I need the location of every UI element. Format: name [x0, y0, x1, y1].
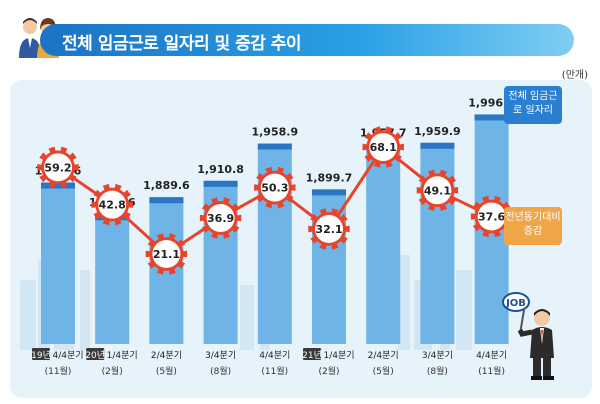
quarter-label: 4/4분기: [52, 350, 83, 361]
quarter-label: 2/4분기: [151, 350, 182, 361]
bar-cap: [41, 182, 75, 189]
bar-cap: [312, 189, 346, 196]
change-value-label: 21.1: [153, 248, 180, 261]
skyline-building: [80, 270, 90, 350]
bar: [366, 144, 401, 344]
quarter-label: 4/4분기: [476, 350, 507, 361]
month-label: (5월): [373, 365, 394, 377]
bar: [420, 142, 455, 344]
gear-center: [152, 239, 181, 268]
legend-total-tag: 전체 임금근로 일자리: [504, 86, 562, 124]
title-bar: [40, 24, 574, 56]
year-tag-label: 21년: [302, 350, 322, 361]
quarter-label: 2/4분기: [368, 350, 399, 361]
bar-cap: [149, 197, 184, 204]
month-label: (8월): [427, 365, 448, 377]
change-value-label: 36.9: [207, 212, 234, 225]
businessman-job-sign-icon: JOB: [502, 292, 554, 380]
legend-change-tag: 전년동기대비 증감: [504, 207, 562, 245]
bar-value-label: 1,889.6: [143, 179, 190, 192]
bar-value-label: 1,959.9: [414, 125, 461, 138]
bar-value-label: 1,958.9: [251, 126, 298, 139]
year-tag-label: 19년: [31, 350, 51, 361]
change-value-label: 42.8: [99, 199, 126, 212]
quarter-label: 1/4분기: [107, 350, 138, 361]
month-label: (11월): [45, 365, 72, 377]
skyline-building: [456, 270, 472, 350]
gear-center: [477, 202, 506, 231]
skyline-building: [398, 255, 410, 350]
quarter-label: 3/4분기: [205, 350, 236, 361]
job-sign-text: JOB: [505, 298, 526, 309]
bar-value-label: 1,910.8: [197, 163, 244, 176]
background-skyline: [20, 240, 472, 350]
bar-cap: [420, 142, 455, 149]
gear-center: [423, 176, 452, 205]
year-tag-bg: [303, 348, 321, 360]
bar: [41, 182, 75, 344]
month-label: (2월): [102, 365, 123, 377]
year-tag-bg: [32, 348, 50, 360]
change-value-label: 59.2: [44, 161, 71, 174]
year-tag-bg: [86, 348, 105, 360]
gear-center: [369, 133, 398, 162]
chart-canvas: 1,908.61,867.61,889.61,910.81,958.91,899…: [20, 96, 515, 377]
change-value-label: 32.1: [315, 223, 342, 236]
year-tag-label: 20년: [85, 350, 105, 361]
month-label: (11월): [478, 365, 505, 377]
quarter-label: 1/4분기: [323, 350, 354, 361]
bar-value-label: 1,996.5: [468, 96, 515, 109]
change-value-label: 50.3: [261, 182, 288, 195]
change-value-label: 49.1: [424, 184, 451, 197]
skyline-building: [240, 285, 254, 350]
chart-panel: 1,908.61,867.61,889.61,910.81,958.91,899…: [10, 80, 592, 398]
bar: [95, 214, 130, 344]
gear-center: [260, 173, 289, 202]
month-label: (5월): [156, 365, 177, 377]
bar-value-label: 1,899.7: [306, 171, 353, 184]
chart-title: 전체 임금근로 일자리 및 증감 추이: [62, 34, 302, 54]
bar-cap: [257, 143, 292, 150]
month-label: (8월): [210, 365, 231, 377]
gear-center: [206, 204, 235, 233]
month-label: (2월): [318, 365, 339, 377]
skyline-building: [20, 280, 36, 350]
quarter-label: 3/4분기: [422, 350, 453, 361]
gear-center: [315, 214, 343, 243]
gear-center: [44, 153, 72, 182]
change-value-label: 37.6: [478, 210, 505, 223]
header: 전체 임금근로 일자리 및 증감 추이: [0, 0, 600, 62]
unit-label: (만개): [561, 70, 588, 81]
bar-cap: [203, 180, 238, 187]
month-label: (11월): [261, 365, 288, 377]
gear-center: [98, 190, 127, 219]
bar-cap: [474, 114, 509, 121]
change-value-label: 68.1: [370, 141, 397, 154]
quarter-label: 4/4분기: [259, 350, 290, 361]
